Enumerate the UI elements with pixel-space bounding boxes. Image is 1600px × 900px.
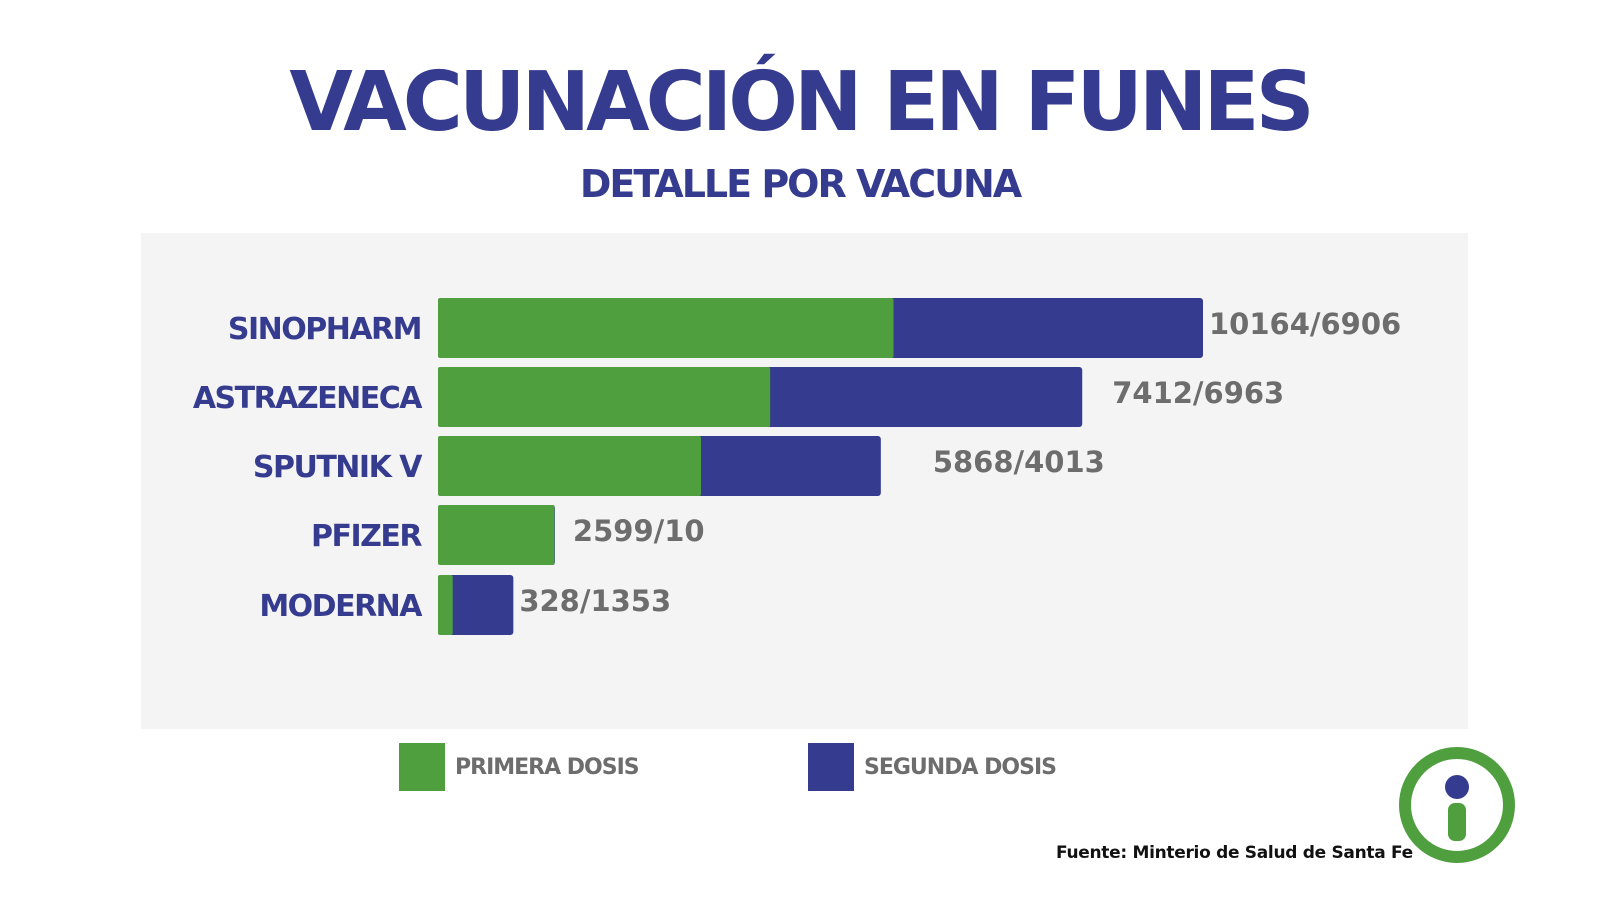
bar-primera-sputnik-v (438, 436, 701, 496)
legend-swatch-segunda (808, 743, 854, 791)
category-label-pfizer: PFIZER (311, 519, 422, 554)
bar-segunda-moderna (448, 575, 514, 635)
chart-title: VACUNACIÓN EN FUNES (289, 55, 1314, 150)
legend-label-segunda: SEGUNDA DOSIS (864, 754, 1057, 780)
chart-subtitle: DETALLE POR VACUNA (579, 162, 1022, 206)
legend-item-primera: PRIMERA DOSIS (399, 743, 640, 791)
value-label-sputnik-v: 5868/4013 (933, 445, 1105, 479)
bar-primera-astrazeneca (438, 367, 771, 427)
value-label-sinopharm: 10164/6906 (1209, 307, 1401, 341)
legend-label-primera: PRIMERA DOSIS (455, 754, 640, 780)
bar-primera-moderna (438, 575, 453, 635)
bar-primera-pfizer (438, 505, 555, 565)
bar-segunda-sputnik-v (696, 436, 881, 496)
category-label-sinopharm: SINOPHARM (228, 312, 421, 347)
value-label-moderna: 328/1353 (519, 584, 671, 618)
source-note: Fuente: Minterio de Salud de Santa Fe (1056, 843, 1413, 863)
legend-item-segunda: SEGUNDA DOSIS (808, 743, 1057, 791)
category-label-astrazeneca: ASTRAZENECA (193, 381, 423, 416)
legend-swatch-primera (399, 743, 445, 791)
category-label-sputnik-v: SPUTNIK V (253, 450, 423, 485)
bar-segunda-astrazeneca (766, 367, 1083, 427)
value-label-pfizer: 2599/10 (573, 514, 705, 548)
bar-segunda-sinopharm (889, 298, 1203, 358)
info-icon (1399, 747, 1515, 863)
value-label-astrazeneca: 7412/6963 (1112, 376, 1284, 410)
bar-primera-sinopharm (438, 298, 894, 358)
category-label-moderna: MODERNA (259, 589, 423, 624)
